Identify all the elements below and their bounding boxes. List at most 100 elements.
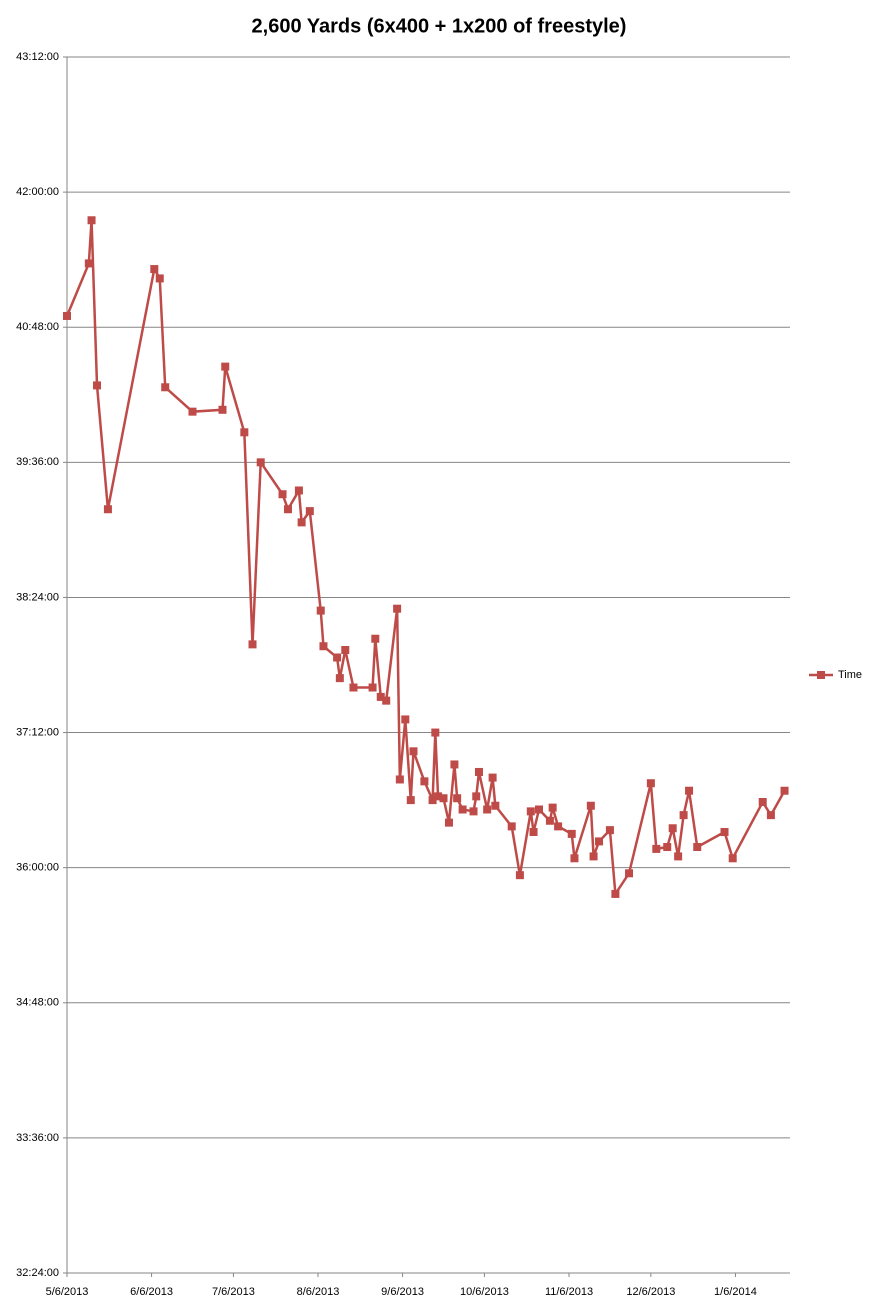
- data-point: [458, 805, 467, 814]
- data-point: [453, 794, 462, 803]
- data-point: [595, 837, 604, 846]
- data-point: [297, 518, 306, 527]
- data-point: [625, 869, 634, 878]
- y-tick-label: 43:12:00: [16, 51, 59, 63]
- data-point: [341, 645, 350, 654]
- y-tick-label: 32:24:00: [16, 1267, 59, 1279]
- data-point: [316, 606, 325, 615]
- data-point: [469, 807, 478, 816]
- data-point: [368, 683, 377, 692]
- data-point: [534, 805, 543, 814]
- data-point: [218, 405, 227, 414]
- legend-marker: [817, 671, 825, 679]
- x-tick-label: 6/6/2013: [130, 1286, 173, 1298]
- data-point: [431, 728, 440, 737]
- data-point: [780, 786, 789, 795]
- data-point: [474, 767, 483, 776]
- data-point: [439, 794, 448, 803]
- data-point: [444, 818, 453, 827]
- series-line: [65, 220, 786, 898]
- x-tick-label: 8/6/2013: [297, 1286, 340, 1298]
- data-point: [586, 801, 595, 810]
- data-point: [401, 715, 410, 724]
- y-tick-label: 33:36:00: [16, 1132, 59, 1144]
- x-tick-label: 5/6/2013: [46, 1286, 89, 1298]
- data-point: [507, 822, 516, 831]
- data-point: [679, 811, 688, 820]
- data-point: [150, 265, 159, 274]
- x-tick-label: 10/6/2013: [460, 1286, 509, 1298]
- data-point: [248, 640, 257, 649]
- data-point: [420, 777, 429, 786]
- data-point: [294, 486, 303, 495]
- data-point: [434, 792, 443, 801]
- x-tick-label: 7/6/2013: [212, 1286, 255, 1298]
- y-tick-label: 37:12:00: [16, 726, 59, 738]
- data-point: [685, 786, 694, 795]
- data-point: [491, 801, 500, 810]
- y-tick-label: 39:36:00: [16, 456, 59, 468]
- data-point: [278, 490, 287, 499]
- data-point: [376, 692, 385, 701]
- data-point: [611, 889, 620, 898]
- data-point: [221, 362, 230, 371]
- data-point: [93, 381, 102, 390]
- data-point: [529, 828, 538, 837]
- data-point: [349, 683, 358, 692]
- y-tick-label: 34:48:00: [16, 997, 59, 1009]
- legend-label: Time: [838, 669, 862, 681]
- data-point: [450, 760, 459, 769]
- data-point: [674, 852, 683, 861]
- data-point: [393, 604, 402, 613]
- data-point: [720, 828, 729, 837]
- data-point: [515, 871, 524, 880]
- y-tick-label: 38:24:00: [16, 591, 59, 603]
- data-point: [548, 803, 557, 812]
- data-point: [766, 811, 775, 820]
- x-tick-label: 11/6/2013: [545, 1286, 593, 1298]
- data-point: [545, 816, 554, 825]
- data-point: [103, 505, 112, 514]
- data-point: [483, 805, 492, 814]
- y-tick-label: 36:00:00: [16, 862, 59, 874]
- data-point: [589, 852, 598, 861]
- data-point: [305, 507, 314, 516]
- data-point: [371, 634, 380, 643]
- data-point: [728, 854, 737, 863]
- data-point: [87, 216, 96, 225]
- x-tick-label: 12/6/2013: [626, 1286, 675, 1298]
- data-point: [652, 844, 661, 853]
- data-point: [333, 653, 342, 662]
- data-point: [409, 747, 418, 756]
- data-point: [605, 826, 614, 835]
- y-tick-label: 40:48:00: [16, 321, 59, 333]
- data-point: [668, 824, 677, 833]
- data-point: [84, 259, 93, 268]
- data-point: [526, 807, 535, 816]
- data-point: [382, 696, 391, 705]
- data-point: [567, 829, 576, 838]
- data-point: [155, 274, 164, 283]
- data-point: [240, 428, 249, 437]
- y-tick-label: 42:00:00: [16, 186, 59, 198]
- data-point: [693, 843, 702, 852]
- data-point: [406, 796, 415, 805]
- data-point: [319, 642, 328, 651]
- data-point: [395, 775, 404, 784]
- data-point: [570, 854, 579, 863]
- data-point: [428, 796, 437, 805]
- x-tick-label: 1/6/2014: [714, 1286, 757, 1298]
- data-point: [488, 773, 497, 782]
- data-point: [188, 407, 197, 416]
- data-point: [283, 505, 292, 514]
- data-point: [758, 797, 767, 806]
- chart-title: 2,600 Yards (6x400 + 1x200 of freestyle): [252, 15, 627, 37]
- x-tick-label: 9/6/2013: [381, 1286, 424, 1298]
- data-point: [256, 458, 265, 467]
- data-point: [646, 779, 655, 788]
- data-point: [161, 383, 170, 392]
- data-point: [472, 792, 481, 801]
- data-point: [554, 822, 563, 831]
